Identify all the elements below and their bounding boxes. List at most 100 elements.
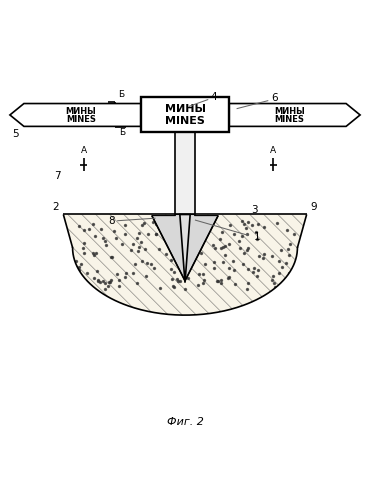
Point xyxy=(91,250,97,258)
Point xyxy=(197,231,203,239)
Point xyxy=(81,250,87,257)
Point xyxy=(279,263,285,271)
Point xyxy=(139,257,145,265)
Point xyxy=(116,282,122,290)
Point xyxy=(232,280,238,288)
Point xyxy=(109,252,115,260)
Point xyxy=(230,257,236,265)
Point xyxy=(81,226,87,234)
Point xyxy=(222,242,228,250)
Polygon shape xyxy=(10,103,141,126)
Text: А: А xyxy=(270,146,276,155)
Point xyxy=(157,284,163,292)
Point xyxy=(114,270,120,278)
Point xyxy=(151,264,157,272)
Point xyxy=(92,232,98,240)
Point xyxy=(255,272,260,280)
Point xyxy=(85,225,91,233)
Point xyxy=(255,220,261,228)
Point xyxy=(254,235,260,243)
Point xyxy=(222,250,228,258)
Point xyxy=(276,257,282,265)
Point xyxy=(78,260,84,268)
Point xyxy=(272,283,278,291)
Point xyxy=(173,253,179,261)
Point xyxy=(182,284,188,292)
Bar xyxy=(175,132,195,215)
Point xyxy=(276,269,282,277)
Point xyxy=(104,241,110,249)
Text: 2: 2 xyxy=(52,202,58,212)
Point xyxy=(231,230,236,238)
Point xyxy=(111,227,117,235)
Point xyxy=(134,234,139,242)
Point xyxy=(240,260,246,268)
Point xyxy=(170,282,176,290)
Point xyxy=(138,239,144,247)
Point xyxy=(271,279,277,287)
Polygon shape xyxy=(180,215,190,282)
Point xyxy=(171,282,177,290)
Point xyxy=(282,279,288,287)
Polygon shape xyxy=(152,215,218,281)
Text: MINES: MINES xyxy=(165,116,205,126)
Point xyxy=(179,222,185,230)
Point xyxy=(144,259,150,267)
Point xyxy=(81,239,87,247)
Point xyxy=(154,230,159,238)
Point xyxy=(178,238,184,246)
Point xyxy=(228,221,233,229)
Point xyxy=(215,276,221,284)
Point xyxy=(225,274,231,282)
Point xyxy=(210,241,216,249)
Point xyxy=(168,242,174,250)
Point xyxy=(172,228,178,236)
Point xyxy=(73,256,79,264)
Point xyxy=(102,285,108,293)
Point xyxy=(154,221,159,229)
Text: Фиг. 2: Фиг. 2 xyxy=(166,417,204,427)
Point xyxy=(145,230,151,238)
Text: 4: 4 xyxy=(210,91,217,101)
Point xyxy=(253,228,259,236)
Point xyxy=(250,268,256,276)
Point xyxy=(285,246,291,253)
Point xyxy=(102,238,108,246)
Point xyxy=(168,224,174,232)
Text: MINES: MINES xyxy=(274,115,304,124)
Point xyxy=(154,231,159,239)
Point xyxy=(135,247,141,255)
Point xyxy=(123,268,129,276)
Point xyxy=(113,235,119,243)
Point xyxy=(80,245,85,252)
Point xyxy=(176,227,182,235)
Point xyxy=(150,218,156,226)
Point xyxy=(287,240,293,248)
Text: МИНЫ: МИНЫ xyxy=(165,104,205,114)
Point xyxy=(102,278,108,286)
Point xyxy=(226,264,232,272)
Point xyxy=(93,250,99,257)
Point xyxy=(84,269,90,277)
Point xyxy=(77,263,83,271)
Point xyxy=(261,223,267,231)
Point xyxy=(134,279,139,287)
Point xyxy=(269,251,275,259)
Point xyxy=(95,276,101,284)
Point xyxy=(130,269,136,277)
Point xyxy=(168,233,174,241)
Text: MINES: MINES xyxy=(66,115,96,124)
Point xyxy=(219,245,225,252)
Text: МИНЫ: МИНЫ xyxy=(274,107,305,116)
Point xyxy=(181,253,186,261)
Point xyxy=(105,282,111,290)
Point xyxy=(108,253,114,261)
Point xyxy=(244,246,250,254)
Text: 9: 9 xyxy=(310,202,317,212)
Point xyxy=(141,219,147,227)
Point xyxy=(211,264,217,272)
Point xyxy=(195,244,201,252)
Point xyxy=(131,241,137,249)
Point xyxy=(144,272,149,280)
Point xyxy=(119,241,125,249)
